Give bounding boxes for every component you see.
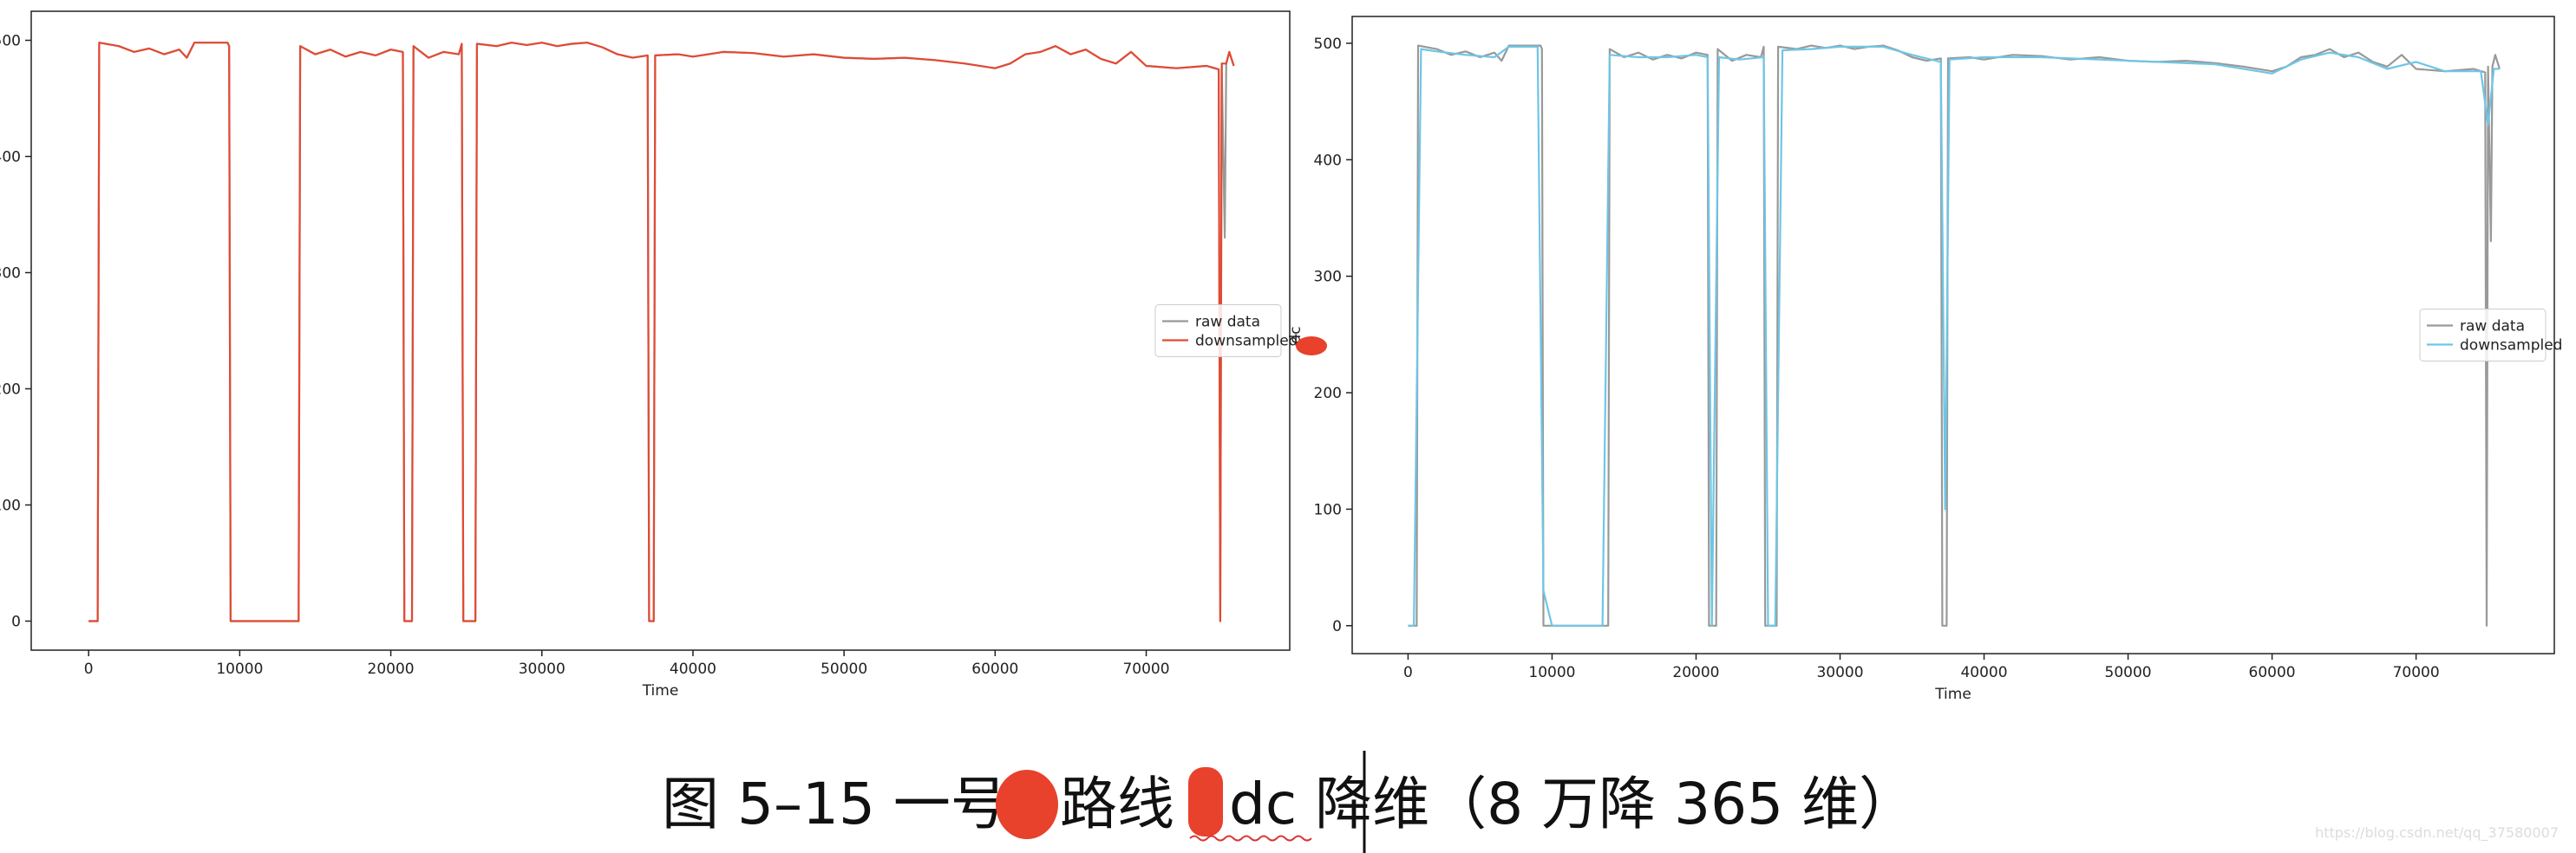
y-tick-label: 100 <box>1314 501 1342 518</box>
y-tick-label: 500 <box>0 33 21 50</box>
y-tick-label: 300 <box>0 265 21 283</box>
y-tick-label: 500 <box>1314 36 1342 53</box>
y-tick-label: 400 <box>0 149 21 166</box>
x-tick-label: 60000 <box>971 661 1018 678</box>
legend-label: downsampled <box>1195 333 1298 350</box>
y-tick-label: 400 <box>1314 152 1342 169</box>
x-tick-label: 0 <box>84 661 94 678</box>
redaction <box>996 770 1058 839</box>
redaction <box>1188 767 1223 837</box>
plot-frame <box>1351 16 2555 654</box>
x-tick-label: 20000 <box>1672 664 1719 681</box>
series-line <box>88 42 1235 622</box>
y-tick-label: 0 <box>1332 618 1342 635</box>
x-tick-label: 40000 <box>1960 664 2007 681</box>
series-line <box>88 42 1235 622</box>
plot-frame <box>30 10 1291 651</box>
redaction <box>1296 336 1327 355</box>
watermark: https://blog.csdn.net/qq_37580007 <box>2315 824 2559 842</box>
series-line <box>1408 45 2500 627</box>
legend-box <box>1154 304 1282 357</box>
x-axis-label: Time <box>642 682 679 700</box>
x-tick-label: 60000 <box>2249 664 2296 681</box>
x-tick-label: 20000 <box>368 661 415 678</box>
y-tick-label: 200 <box>0 381 21 399</box>
spell-underline <box>1189 835 1312 842</box>
x-axis-label: Time <box>1934 686 1971 703</box>
series-line <box>1408 44 2501 627</box>
legend-label: raw data <box>1195 314 1260 331</box>
x-tick-label: 30000 <box>519 661 566 678</box>
y-tick-label: 0 <box>11 614 21 631</box>
legend-label: downsampled <box>2460 337 2562 355</box>
x-tick-label: 70000 <box>1122 661 1169 678</box>
y-tick-label: 300 <box>1314 269 1342 286</box>
x-tick-label: 50000 <box>821 661 867 678</box>
y-tick-label: 100 <box>0 498 21 515</box>
x-tick-label: 10000 <box>216 661 263 678</box>
x-tick-label: 10000 <box>1528 664 1575 681</box>
x-tick-label: 30000 <box>1816 664 1863 681</box>
legend-label: raw data <box>2460 318 2525 335</box>
x-tick-label: 0 <box>1403 664 1413 681</box>
caption-part: 图 5–15 一号 <box>662 771 1008 837</box>
y-tick-label: 200 <box>1314 385 1342 402</box>
legend-box <box>2419 309 2547 361</box>
x-tick-label: 40000 <box>670 661 716 678</box>
x-tick-label: 50000 <box>2105 664 2152 681</box>
x-tick-label: 70000 <box>2393 664 2440 681</box>
caption-part: 路线 <box>1060 771 1174 837</box>
caption-part: dc 降维（8 万降 365 维） <box>1229 771 1916 837</box>
